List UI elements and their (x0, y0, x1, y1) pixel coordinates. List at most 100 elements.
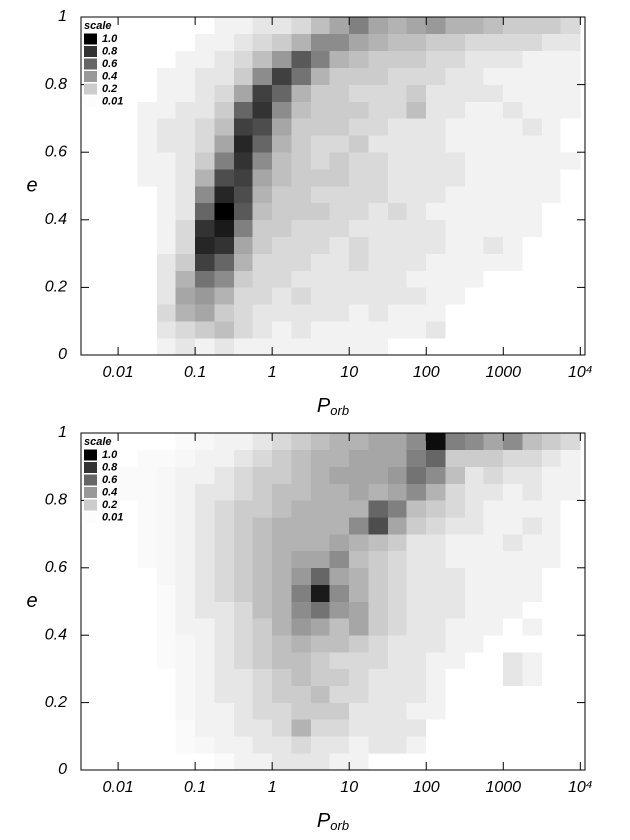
heatmap-cell (522, 567, 543, 585)
heatmap-cell (233, 702, 254, 720)
heatmap-cell (194, 449, 216, 467)
heatmap-cell (445, 168, 466, 187)
heatmap-cell (233, 483, 254, 501)
heatmap-cell (464, 202, 485, 221)
heatmap-cell (522, 618, 543, 636)
heatmap-cell (252, 185, 273, 204)
heatmap-cell (406, 517, 427, 535)
heatmap-cell (252, 466, 273, 484)
heatmap-cell (291, 736, 312, 754)
heatmap-cell (368, 668, 389, 687)
heatmap-cell (329, 567, 350, 585)
heatmap-cell (117, 270, 139, 288)
heatmap-cell (291, 668, 312, 687)
heatmap-cell (291, 483, 312, 501)
heatmap-cell (156, 601, 176, 619)
heatmap-cell (98, 550, 119, 569)
heatmap-cell (310, 135, 331, 153)
heatmap-cell (156, 101, 176, 119)
heatmap-cell (464, 685, 485, 703)
heatmap-cell (387, 567, 408, 585)
heatmap-cell (214, 236, 235, 254)
heatmap-cell (137, 517, 158, 535)
heatmap-cell (425, 253, 447, 271)
heatmap-cell (425, 270, 447, 288)
heatmap-cell (483, 634, 504, 653)
heatmap-cell (522, 16, 543, 35)
heatmap-cell (175, 702, 196, 720)
heatmap-cell (117, 168, 139, 187)
heatmap-cell (194, 601, 216, 619)
heatmap-cell (291, 685, 312, 703)
heatmap-cell (445, 270, 466, 288)
heatmap-cell (98, 584, 119, 602)
heatmap-cell (291, 118, 312, 136)
heatmap-cell (233, 500, 254, 518)
heatmap-cell (560, 432, 581, 451)
heatmap-cell (291, 634, 312, 653)
heatmap-cell (368, 50, 389, 68)
heatmap-cell (541, 500, 562, 518)
heatmap-cell (368, 618, 389, 636)
heatmap-cell (194, 118, 216, 136)
heatmap-cell (214, 634, 235, 653)
heatmap-cell (348, 517, 370, 535)
heatmap-cell (348, 33, 370, 52)
heatmap-cell (522, 219, 543, 237)
heatmap-cell (445, 668, 466, 687)
heatmap-cell (406, 219, 427, 237)
heatmap-cell (117, 33, 139, 52)
heatmap-cell (348, 702, 370, 720)
heatmap-cell (310, 432, 331, 451)
heatmap-cell (175, 33, 196, 52)
heatmap-cell (425, 135, 447, 153)
heatmap-cell (541, 135, 562, 153)
heatmap-cell (483, 84, 504, 102)
heatmap-cell (503, 752, 524, 771)
heatmap-cell (79, 168, 99, 187)
heatmap-cell (214, 168, 235, 187)
heatmap-cell (387, 67, 408, 85)
heatmap-cell (387, 101, 408, 119)
heatmap-cell (79, 202, 99, 221)
heatmap-cell (445, 236, 466, 254)
heatmap-cell (175, 135, 196, 153)
heatmap-cell (425, 236, 447, 254)
heatmap-cell (425, 651, 447, 670)
heatmap-cell (214, 101, 235, 119)
heatmap-cell (214, 202, 235, 221)
heatmap-cell (425, 33, 447, 52)
heatmap-cell (310, 618, 331, 636)
heatmap-cell (503, 151, 524, 170)
heatmap-cell (271, 685, 293, 703)
heatmap-cell (194, 168, 216, 187)
heatmap-cell (483, 601, 504, 619)
heatmap-cell (156, 668, 176, 687)
legend-label: 0.01 (102, 511, 123, 523)
heatmap-cell (137, 253, 158, 271)
heatmap-cell (214, 135, 235, 153)
heatmap-cell (214, 449, 235, 467)
heatmap-cell (117, 67, 139, 85)
x-axis-label: Porb (317, 810, 349, 833)
heatmap-cell (117, 287, 139, 305)
heatmap-cell (194, 651, 216, 670)
heatmap-cell (387, 168, 408, 187)
heatmap-cell (79, 185, 99, 204)
heatmap-cell (329, 719, 350, 737)
legend-label: 0.6 (102, 58, 118, 70)
heatmap-cell (464, 270, 485, 288)
heatmap-cell (98, 185, 119, 204)
heatmap-cell (175, 584, 196, 602)
heatmap-cell (156, 202, 176, 221)
heatmap-cell (425, 185, 447, 204)
heatmap-cell (117, 432, 139, 451)
heatmap-cell (291, 202, 312, 221)
heatmap-cell (541, 550, 562, 569)
heatmap-cell (483, 16, 504, 35)
heatmap-cell (194, 634, 216, 653)
x-tick-label: 100 (413, 779, 440, 796)
heatmap-cell (233, 84, 254, 102)
heatmap-cell (271, 719, 293, 737)
heatmap-cell (522, 500, 543, 518)
